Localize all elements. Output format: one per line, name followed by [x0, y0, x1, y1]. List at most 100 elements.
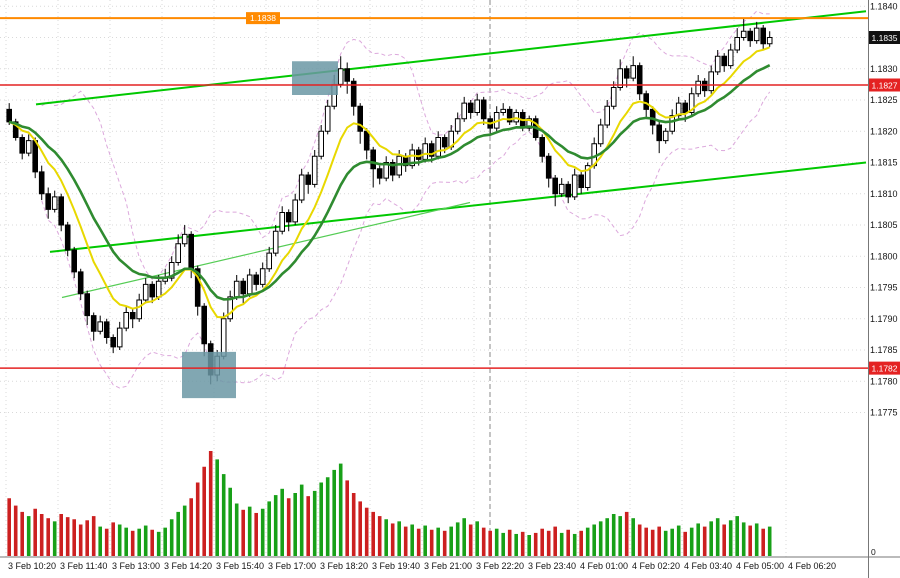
time-tick-label: 4 Feb 03:40 [684, 561, 732, 571]
candle-body [539, 137, 546, 157]
volume-bar [689, 527, 694, 556]
candle-body [305, 174, 311, 185]
volume-bar [371, 511, 375, 556]
volume-bar [533, 532, 538, 556]
axis-price-badge-text: 1.1827 [872, 81, 898, 91]
volume-bar [605, 518, 609, 556]
candle-body [318, 130, 324, 157]
price-tick-label: 1.1820 [870, 126, 898, 136]
volume-bar [312, 490, 317, 556]
volume-bar [176, 511, 180, 556]
volume-bar [566, 529, 570, 556]
ascending-channel-upper[interactable] [35, 10, 867, 106]
time-tick-label: 3 Feb 17:00 [268, 561, 316, 571]
price-tick-label: 1.1790 [870, 314, 898, 324]
volume-bar [325, 477, 330, 556]
candle-body [630, 65, 637, 79]
candle-body [389, 162, 396, 176]
candle-body [734, 37, 741, 51]
volume-bar [104, 528, 109, 556]
volume-bar [306, 496, 310, 556]
candle-body [571, 174, 578, 198]
volume-bar [33, 508, 37, 556]
ma-fast-line [8, 46, 771, 319]
volume-bar [267, 501, 271, 556]
candle-body [506, 108, 513, 123]
demand-zone[interactable] [182, 351, 236, 399]
candle-body [123, 312, 130, 329]
axis-price-badge [869, 78, 900, 92]
volume-bar [702, 526, 707, 556]
candle-body [71, 249, 78, 273]
price-tick-label: 1.1825 [870, 95, 898, 105]
candle-body [12, 121, 19, 138]
candle-body [708, 71, 715, 92]
candle-body [19, 137, 25, 154]
volume-bar [20, 511, 24, 556]
time-tick-label: 4 Feb 06:20 [788, 561, 836, 571]
candle-body [285, 212, 292, 223]
candle-body [610, 87, 617, 107]
volume-bar [195, 482, 200, 556]
current-price-badge-text: 1.1835 [872, 33, 898, 43]
volume-bar [637, 524, 642, 556]
volume-bar [468, 524, 473, 556]
time-tick-label: 3 Feb 15:40 [216, 561, 264, 571]
candle-body [409, 149, 415, 167]
volume-bar [683, 531, 687, 556]
volume-bar [299, 484, 304, 556]
candle-body [558, 183, 565, 195]
candle-body [500, 108, 506, 113]
volume-bar [280, 488, 284, 556]
bollinger-upper-line [41, 10, 770, 280]
candle-body [266, 252, 272, 270]
time-tick-label: 3 Feb 22:20 [476, 561, 524, 571]
minor-trendline[interactable] [61, 201, 471, 299]
volume-bar [117, 524, 122, 556]
candle-body [636, 65, 643, 95]
time-tick-label: 3 Feb 10:20 [8, 561, 56, 571]
candle-body [136, 299, 142, 320]
candle-body [662, 130, 669, 142]
volume-bar [514, 533, 518, 556]
time-tick-label: 3 Feb 13:00 [112, 561, 160, 571]
candle-body [84, 293, 91, 317]
volume-bar [293, 493, 297, 556]
candle-body [311, 155, 318, 185]
candle-body [149, 283, 155, 298]
volume-bar [403, 526, 408, 556]
volume-bar [722, 524, 726, 556]
price-tick-label: 1.1775 [870, 408, 898, 418]
price-tick-label: 1.1795 [870, 283, 898, 293]
volume-bar [332, 469, 336, 556]
price-tick-label: 1.1840 [870, 1, 898, 11]
volume-zero-label: 0 [871, 547, 876, 557]
ascending-channel-lower[interactable] [49, 161, 867, 253]
candle-body [142, 283, 149, 301]
volume-bar [410, 524, 414, 556]
volume-bar [559, 532, 564, 556]
volume-bar [741, 522, 746, 556]
candle-body [682, 102, 689, 113]
volume-bar [358, 501, 362, 556]
time-tick-label: 3 Feb 21:00 [424, 561, 472, 571]
candle-body [240, 280, 246, 295]
candle-body [363, 130, 370, 151]
volume-bar [130, 530, 135, 556]
volume-bar [260, 508, 265, 556]
volume-bar [611, 514, 616, 556]
volume-bar [254, 512, 258, 556]
volume-bar [390, 523, 395, 556]
volume-bar [657, 526, 661, 556]
volume-bar [143, 525, 148, 556]
candle-body [552, 177, 559, 195]
ma-slow-line [8, 64, 771, 301]
supply-zone[interactable] [292, 61, 338, 95]
volume-bar [455, 522, 460, 556]
volume-bar [585, 527, 590, 556]
candle-body [740, 30, 747, 38]
candle-body [727, 49, 734, 67]
volume-bar [39, 514, 44, 556]
